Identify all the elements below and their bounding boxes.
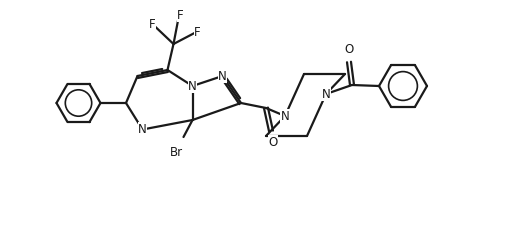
Text: N: N: [218, 70, 227, 82]
Text: F: F: [194, 27, 201, 40]
Text: N: N: [322, 88, 331, 100]
Text: N: N: [138, 123, 147, 136]
Text: Br: Br: [170, 146, 183, 159]
Text: F: F: [177, 9, 184, 21]
Text: F: F: [149, 18, 156, 31]
Text: N: N: [280, 109, 289, 122]
Text: O: O: [268, 136, 278, 149]
Text: N: N: [188, 79, 197, 92]
Text: O: O: [344, 43, 354, 56]
